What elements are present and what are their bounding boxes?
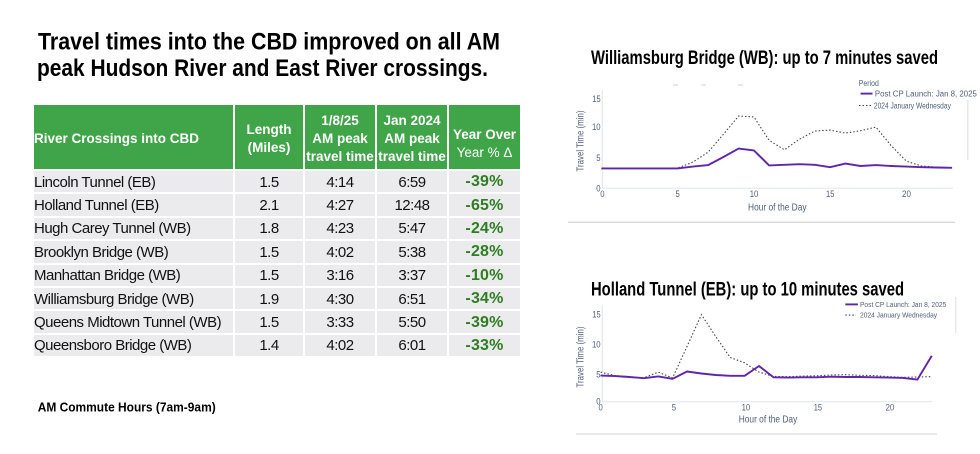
svg-text:0: 0 xyxy=(598,402,602,413)
svg-text:5: 5 xyxy=(672,402,676,413)
svg-text:15: 15 xyxy=(592,310,600,321)
svg-text:Travel times into the CBD impr: Travel times into the CBD improved on al… xyxy=(38,28,500,55)
svg-text:10: 10 xyxy=(750,189,759,200)
svg-text:Post CP Launch: Jan 8, 2025: Post CP Launch: Jan 8, 2025 xyxy=(875,90,978,99)
svg-text:15: 15 xyxy=(592,94,600,105)
svg-text:10: 10 xyxy=(742,402,751,413)
svg-text:Travel Time (min): Travel Time (min) xyxy=(576,327,587,388)
svg-text:10: 10 xyxy=(592,122,601,133)
svg-text:0: 0 xyxy=(596,184,600,195)
svg-text:20: 20 xyxy=(885,402,894,413)
svg-text:Period: Period xyxy=(859,79,879,88)
svg-text:Post CP Launch: Jan 8, 2025: Post CP Launch: Jan 8, 2025 xyxy=(860,302,946,309)
svg-text:0: 0 xyxy=(596,396,600,407)
svg-text:AM Commute Hours (7am-9am): AM Commute Hours (7am-9am) xyxy=(38,399,216,414)
svg-text:Hour of the Day: Hour of the Day xyxy=(739,415,798,426)
svg-text:Hour of the Day: Hour of the Day xyxy=(748,202,807,213)
svg-text:2024 January Wednesday: 2024 January Wednesday xyxy=(860,313,938,320)
svg-text:20: 20 xyxy=(902,189,911,200)
svg-text:Williamsburg Bridge (WB): up t: Williamsburg Bridge (WB): up to 7 minute… xyxy=(591,47,938,69)
svg-text:Holland Tunnel (EB): up to 10: Holland Tunnel (EB): up to 10 minutes sa… xyxy=(591,279,904,301)
svg-text:peak Hudson River and East Riv: peak Hudson River and East River crossin… xyxy=(37,55,488,82)
svg-text:10: 10 xyxy=(592,340,601,351)
svg-text:15: 15 xyxy=(826,189,834,200)
svg-text:15: 15 xyxy=(814,402,822,413)
svg-text:5: 5 xyxy=(596,153,600,164)
svg-text:2024 January Wednesday: 2024 January Wednesday xyxy=(874,101,951,110)
svg-text:5: 5 xyxy=(676,189,680,200)
svg-text:5: 5 xyxy=(596,369,600,380)
svg-text:0: 0 xyxy=(600,189,604,200)
svg-text:Travel Time (min): Travel Time (min) xyxy=(576,111,587,172)
